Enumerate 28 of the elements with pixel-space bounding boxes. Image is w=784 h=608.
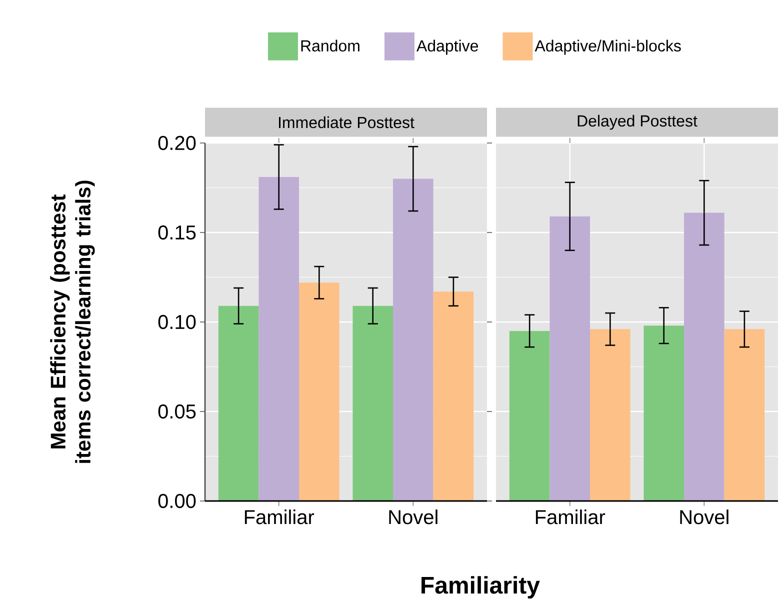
bar xyxy=(218,306,259,501)
x-axis-title: Familiarity xyxy=(422,576,540,599)
y-tick-label: 0.20 xyxy=(158,136,196,150)
x-tick-label: Familiar xyxy=(536,510,606,524)
y-tick-label: 0.10 xyxy=(158,314,196,330)
bar xyxy=(299,282,340,501)
bar xyxy=(393,178,434,501)
y-tick-label: 0.05 xyxy=(158,404,196,419)
legend-label: Random xyxy=(301,40,360,52)
bar xyxy=(352,306,394,501)
bar xyxy=(258,177,299,501)
x-tick-label: Novel xyxy=(680,510,728,524)
bar xyxy=(684,212,724,501)
bar xyxy=(509,330,550,501)
bar xyxy=(550,216,590,501)
bar xyxy=(724,329,765,501)
y-axis-title: Mean Efficiency (posttest items correct/learning trials) xyxy=(50,180,95,463)
y-tick-label: 0.00 xyxy=(158,494,196,508)
x-tick-label: Novel xyxy=(389,510,438,524)
bar xyxy=(590,329,630,501)
legend-label: Adaptive xyxy=(416,40,478,55)
chart-title: Delayed Posttest xyxy=(578,114,698,130)
bar xyxy=(433,292,474,501)
legend-label: Adaptive/Mini-blocks xyxy=(534,40,681,55)
y-tick-label: 0.15 xyxy=(158,225,196,240)
chart-title: Immediate Posttest xyxy=(279,116,414,128)
bar xyxy=(644,326,684,501)
x-tick-label: Familiar xyxy=(244,510,314,524)
